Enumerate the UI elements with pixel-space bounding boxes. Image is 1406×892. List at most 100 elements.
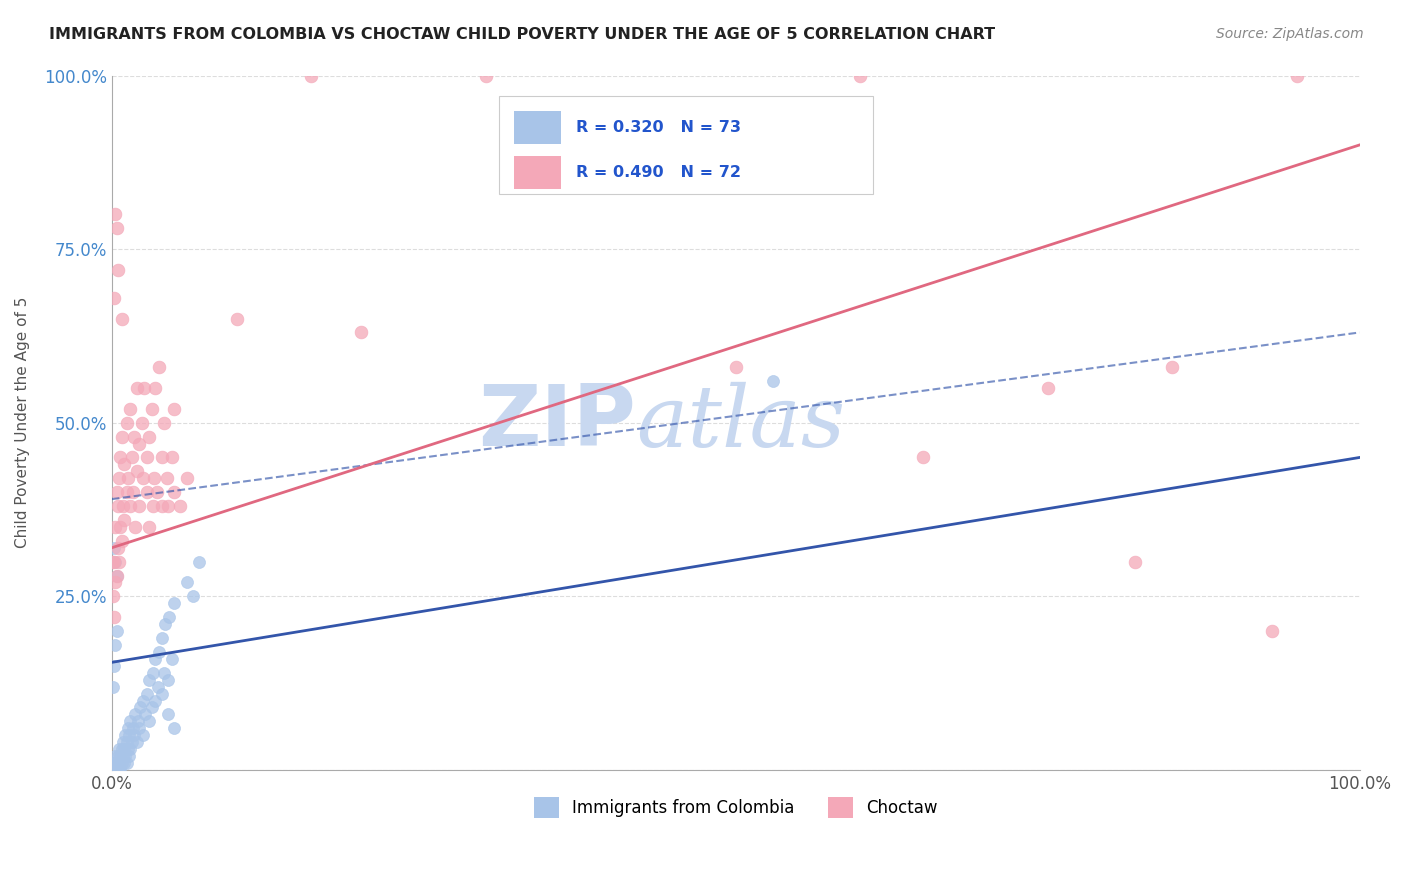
Point bbox=[122, 485, 145, 500]
Point bbox=[150, 687, 173, 701]
Point bbox=[112, 513, 135, 527]
Point bbox=[911, 450, 934, 465]
Point bbox=[105, 624, 128, 639]
Point bbox=[724, 360, 747, 375]
Point bbox=[475, 69, 498, 83]
Text: R = 0.490   N = 72: R = 0.490 N = 72 bbox=[576, 165, 741, 179]
FancyBboxPatch shape bbox=[499, 96, 873, 194]
Point bbox=[111, 311, 134, 326]
Point bbox=[124, 520, 146, 534]
Point bbox=[145, 381, 167, 395]
Point bbox=[105, 568, 128, 582]
Point bbox=[138, 430, 160, 444]
Text: Source: ZipAtlas.com: Source: ZipAtlas.com bbox=[1216, 27, 1364, 41]
Point bbox=[163, 722, 186, 736]
Point bbox=[103, 291, 125, 305]
Point bbox=[107, 499, 129, 513]
Point bbox=[225, 311, 247, 326]
Point bbox=[103, 756, 125, 770]
Point bbox=[134, 381, 156, 395]
Point bbox=[132, 471, 155, 485]
Point bbox=[120, 401, 142, 416]
Point bbox=[104, 520, 127, 534]
Point bbox=[111, 742, 134, 756]
Point bbox=[105, 756, 128, 770]
Point bbox=[150, 450, 173, 465]
Point bbox=[107, 541, 129, 555]
Point bbox=[121, 735, 143, 749]
Point bbox=[163, 596, 186, 610]
Point bbox=[156, 707, 179, 722]
Point bbox=[176, 575, 198, 590]
Point bbox=[176, 471, 198, 485]
Point bbox=[128, 499, 150, 513]
Point bbox=[134, 707, 156, 722]
Point bbox=[108, 742, 131, 756]
Point bbox=[103, 610, 125, 624]
Point bbox=[120, 742, 142, 756]
Point bbox=[111, 499, 134, 513]
Point bbox=[157, 610, 180, 624]
Point bbox=[101, 763, 124, 777]
Point bbox=[108, 471, 131, 485]
Point bbox=[153, 416, 176, 430]
Point bbox=[141, 700, 163, 714]
Point bbox=[103, 541, 125, 555]
Point bbox=[110, 520, 132, 534]
Point bbox=[112, 742, 135, 756]
Point bbox=[160, 652, 183, 666]
Point bbox=[114, 728, 136, 742]
Legend: Immigrants from Colombia, Choctaw: Immigrants from Colombia, Choctaw bbox=[527, 790, 945, 824]
Point bbox=[156, 673, 179, 687]
Point bbox=[132, 728, 155, 742]
Point bbox=[156, 471, 179, 485]
Point bbox=[100, 555, 122, 569]
Point bbox=[103, 658, 125, 673]
Point bbox=[131, 416, 153, 430]
Point bbox=[1123, 555, 1146, 569]
Text: R = 0.320   N = 73: R = 0.320 N = 73 bbox=[576, 120, 741, 135]
Point bbox=[111, 430, 134, 444]
Point bbox=[105, 763, 128, 777]
Point bbox=[108, 763, 131, 777]
Point bbox=[350, 326, 373, 340]
Point bbox=[104, 756, 127, 770]
Point bbox=[143, 471, 166, 485]
Point bbox=[299, 69, 322, 83]
Point bbox=[132, 693, 155, 707]
Point bbox=[110, 749, 132, 764]
Point bbox=[104, 575, 127, 590]
Point bbox=[107, 749, 129, 764]
Point bbox=[121, 450, 143, 465]
Point bbox=[111, 533, 134, 548]
Point bbox=[111, 749, 134, 764]
Point bbox=[148, 360, 170, 375]
Point bbox=[142, 499, 165, 513]
Point bbox=[105, 568, 128, 582]
Point bbox=[104, 749, 127, 764]
Point bbox=[125, 735, 148, 749]
Point bbox=[138, 673, 160, 687]
Point bbox=[104, 763, 127, 777]
Point bbox=[125, 464, 148, 478]
Point bbox=[181, 590, 204, 604]
Point bbox=[124, 707, 146, 722]
Point bbox=[111, 756, 134, 770]
Point bbox=[138, 714, 160, 729]
Point bbox=[103, 763, 125, 777]
Point bbox=[849, 69, 872, 83]
Point bbox=[115, 416, 138, 430]
Point bbox=[155, 617, 177, 632]
Point bbox=[146, 680, 169, 694]
Point bbox=[1261, 624, 1284, 639]
Point bbox=[128, 722, 150, 736]
Point bbox=[169, 499, 191, 513]
Point bbox=[108, 555, 131, 569]
Point bbox=[118, 749, 141, 764]
Point bbox=[163, 485, 186, 500]
Point bbox=[138, 520, 160, 534]
Point bbox=[104, 207, 127, 221]
Point bbox=[117, 471, 139, 485]
Point bbox=[122, 722, 145, 736]
Point bbox=[156, 499, 179, 513]
